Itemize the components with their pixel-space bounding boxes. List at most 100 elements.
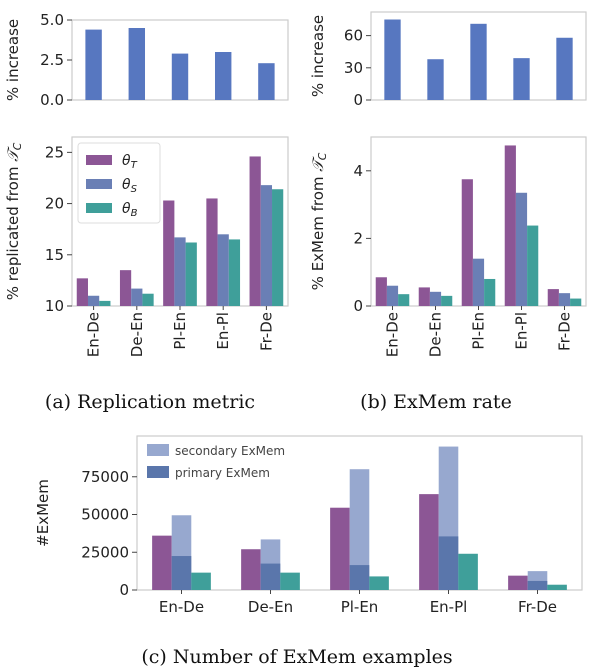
x-tick-label: De-En <box>427 312 445 357</box>
panel-a-increase-chart: 0.0 2.5 5.0 % increase <box>4 11 289 109</box>
legend-swatch <box>147 444 169 456</box>
legend-swatch <box>86 155 112 165</box>
bar-theta-b <box>280 572 300 590</box>
bar-theta-t <box>119 270 132 306</box>
x-tick-label: Pl-En <box>341 598 379 616</box>
bar-theta-s <box>217 234 229 306</box>
y-tick-label: 50000 <box>81 506 129 524</box>
bar-primary-exmem <box>260 563 281 590</box>
y-axis-label: % increase <box>309 15 327 97</box>
bar-theta-b <box>191 572 211 590</box>
caption-a: (a) Replication metric <box>45 391 255 413</box>
bar-theta-s <box>131 288 143 306</box>
legend-label: θB <box>122 201 138 219</box>
bar <box>427 59 444 100</box>
y-tick-label: 20 <box>45 195 64 213</box>
bar-theta-s <box>558 293 571 306</box>
legend-swatch <box>147 466 169 478</box>
y-axis-label: % ExMem from 𝒯C <box>309 152 329 290</box>
bar-theta-t <box>206 198 218 306</box>
x-tick-label: Fr-De <box>257 312 275 351</box>
legend-label: primary ExMem <box>175 466 270 480</box>
bar-primary-exmem <box>527 580 548 590</box>
y-tick-label: 0 <box>119 581 129 599</box>
x-tick-label: Pl-En <box>171 312 189 350</box>
bar-theta-b <box>484 278 496 306</box>
legend-swatch <box>86 179 112 189</box>
bar-theta-b <box>570 298 582 306</box>
bar-theta-b <box>547 584 567 590</box>
bar-theta-b <box>142 293 154 306</box>
panel-c-exmem-count-chart: 0 25000 50000 75000 #ExMem En-De De-En Pl-En En-… <box>34 435 583 616</box>
bar-theta-t <box>375 277 387 306</box>
x-tick-label: En-Pl <box>430 598 468 616</box>
bar-primary-exmem <box>349 565 370 590</box>
bar-theta-b <box>228 239 241 306</box>
y-axis-label: % replicated from 𝒯C <box>4 142 24 300</box>
bar-theta-b <box>185 242 197 306</box>
bar-theta-t <box>152 535 172 590</box>
bar-theta-t <box>330 507 350 590</box>
x-tick-label: Fr-De <box>556 312 574 351</box>
bar <box>171 53 189 100</box>
bar-secondary-exmem <box>349 469 370 590</box>
bar-theta-b <box>527 225 539 306</box>
y-tick-label: 5.0 <box>40 11 64 29</box>
bar-primary-exmem <box>171 556 192 590</box>
bar-theta-s <box>472 258 485 306</box>
y-tick-label: 75000 <box>81 468 129 486</box>
panel-b-increase-chart: 0 30 60 % increase <box>309 11 587 109</box>
y-tick-label: 30 <box>344 59 363 77</box>
y-tick-label: 4 <box>353 162 363 180</box>
bar-theta-b <box>458 553 478 590</box>
y-tick-label: 60 <box>344 27 363 45</box>
bar <box>85 29 102 101</box>
bar-theta-t <box>249 156 261 306</box>
bar-theta-s <box>174 237 186 306</box>
bar-theta-t <box>461 179 473 306</box>
x-tick-label: En-De <box>159 598 204 616</box>
x-tick-label: De-En <box>248 598 293 616</box>
bar <box>128 28 146 100</box>
y-tick-label: 2 <box>353 229 363 247</box>
bar <box>556 37 573 100</box>
y-tick-label: 0 <box>353 297 363 315</box>
y-tick-label: 0 <box>353 91 363 109</box>
y-tick-label: 10 <box>45 297 64 315</box>
caption-c: (c) Number of ExMem examples <box>141 646 452 668</box>
x-tick-label: En-De <box>85 312 103 357</box>
y-tick-label: 25000 <box>81 543 129 561</box>
y-tick-label: 0.0 <box>40 91 64 109</box>
caption-b: (b) ExMem rate <box>360 391 512 413</box>
bar-theta-s <box>515 192 528 306</box>
bar <box>258 63 275 100</box>
x-tick-label: En-Pl <box>214 312 232 350</box>
y-tick-label: 2.5 <box>40 51 64 69</box>
bar-theta-s <box>429 291 442 306</box>
y-axis-label: #ExMem <box>34 479 52 547</box>
panel-a-replicated-chart: 10 15 20 25 % replicated from 𝒯C En-De De-En Pl… <box>4 136 289 357</box>
bar-theta-t <box>418 287 430 306</box>
x-tick-label: De-En <box>128 312 146 357</box>
legend-label: θT <box>122 153 138 171</box>
x-tick-label: Pl-En <box>470 312 488 350</box>
y-tick-label: 25 <box>45 143 64 161</box>
bar-theta-t <box>76 278 88 306</box>
bar <box>513 58 530 100</box>
bar <box>214 52 232 100</box>
y-axis-label: % increase <box>4 19 22 101</box>
bar-theta-t <box>241 549 261 590</box>
bar-theta-s <box>386 285 399 306</box>
bar-theta-s <box>260 185 273 306</box>
bar <box>470 23 487 100</box>
legend-label: θS <box>122 177 138 195</box>
bar-theta-t <box>508 575 528 590</box>
bar-theta-t <box>547 289 559 306</box>
bar <box>384 19 401 101</box>
bar-theta-b <box>441 295 453 306</box>
bar-primary-exmem <box>438 536 459 590</box>
bar-theta-b <box>398 294 410 306</box>
legend-swatch <box>86 203 112 213</box>
bar-theta-b <box>99 300 111 306</box>
